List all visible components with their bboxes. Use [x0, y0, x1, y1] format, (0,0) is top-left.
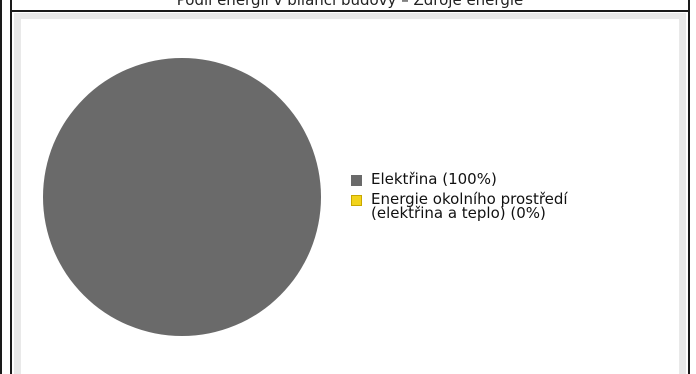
header-band: Podíl energií v bilanci budovy – Zdroje … [12, 0, 688, 12]
chart-area: Elektřina (100%) Energie okolního prostř… [21, 19, 679, 374]
chart-legend: Elektřina (100%) Energie okolního prostř… [351, 172, 651, 226]
window-left-edge [0, 0, 2, 374]
legend-label-line-2: (elektřina a teplo) (0%) [371, 204, 546, 222]
chart-frame: Podíl energií v bilanci budovy – Zdroje … [10, 0, 690, 374]
chart-panel: Elektřina (100%) Energie okolního prostř… [14, 13, 686, 374]
legend-item-energie-okolniho-prostredi[interactable]: Energie okolního prostředí (elektřina a … [351, 190, 651, 222]
legend-item-elektrina[interactable]: Elektřina (100%) [351, 170, 651, 188]
legend-label-elektrina: Elektřina (100%) [371, 170, 497, 188]
legend-swatch-energie-okolniho-prostredi [351, 195, 362, 206]
legend-swatch-elektrina [351, 175, 362, 186]
pie-slice-elektrina[interactable] [43, 58, 321, 336]
legend-label-elektrina-text: Elektřina (100%) [371, 170, 497, 188]
legend-label-line-1: Energie okolního prostředí [371, 190, 568, 208]
chart-header-title: Podíl energií v bilanci budovy – Zdroje … [176, 0, 524, 9]
legend-label-energie-okolniho-prostredi: Energie okolního prostředí (elektřina a … [371, 190, 568, 222]
pie-chart [43, 58, 321, 336]
